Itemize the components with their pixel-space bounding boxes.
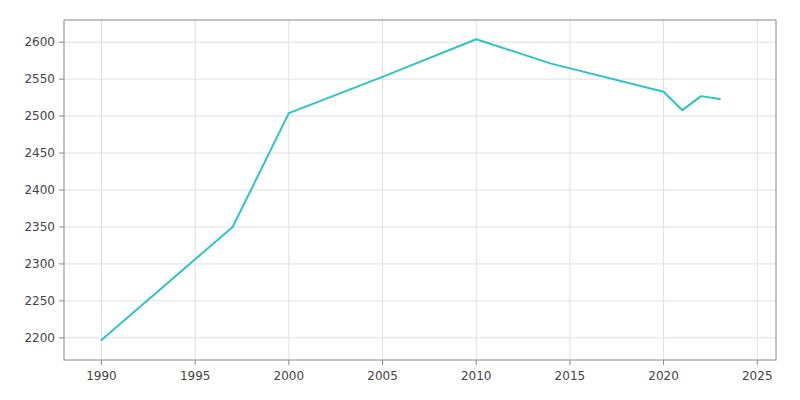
x-tick-label: 2000 (274, 369, 305, 383)
grid (59, 20, 776, 365)
y-tick (59, 300, 64, 301)
y-tick-label: 2450 (24, 146, 55, 160)
y-tick (59, 153, 64, 154)
y-tick (59, 226, 64, 227)
y-tick-label: 2250 (24, 294, 55, 308)
y-grid-line (64, 116, 776, 117)
y-tick (59, 79, 64, 80)
tick-labels: 1990 1995 2000 2005 2010 2015 2020 2025 2200 2250… (24, 35, 772, 383)
x-tick (195, 360, 196, 365)
y-tick-label: 2200 (24, 331, 55, 345)
plot-background (64, 20, 776, 360)
chart-container: 1990 1995 2000 2005 2010 2015 2020 2025 2200 2250… (0, 0, 800, 400)
y-grid-line (64, 226, 776, 227)
y-tick (59, 190, 64, 191)
plot-frame (64, 20, 776, 360)
y-tick (59, 337, 64, 338)
x-tick-label: 2005 (367, 369, 398, 383)
x-tick-label: 1995 (180, 369, 211, 383)
y-tick-label: 2350 (24, 220, 55, 234)
y-tick-label: 2300 (24, 257, 55, 271)
x-tick-label: 1990 (86, 369, 117, 383)
y-grid-line (64, 42, 776, 43)
x-tick (101, 360, 102, 365)
y-grid-line (64, 337, 776, 338)
y-grid-line (64, 300, 776, 301)
x-tick (288, 360, 289, 365)
y-grid-line (64, 263, 776, 264)
x-tick-label: 2020 (648, 369, 679, 383)
x-tick (757, 360, 758, 365)
y-grid-line (64, 190, 776, 191)
x-tick-label: 2010 (461, 369, 492, 383)
y-tick-label: 2500 (24, 109, 55, 123)
chart-svg: 1990 1995 2000 2005 2010 2015 2020 2025 2200 2250… (0, 0, 800, 400)
x-tick-label: 2015 (555, 369, 586, 383)
y-tick (59, 263, 64, 264)
y-grid-line (64, 153, 776, 154)
x-tick (663, 360, 664, 365)
x-tick (382, 360, 383, 365)
y-tick-label: 2600 (24, 35, 55, 49)
line (101, 39, 719, 340)
y-tick (59, 42, 64, 43)
x-tick-label: 2025 (742, 369, 773, 383)
y-grid-line (64, 79, 776, 80)
y-tick (59, 116, 64, 117)
x-tick (569, 360, 570, 365)
y-tick-label: 2550 (24, 72, 55, 86)
series-group (101, 39, 719, 340)
x-tick (476, 360, 477, 365)
y-tick-label: 2400 (24, 183, 55, 197)
